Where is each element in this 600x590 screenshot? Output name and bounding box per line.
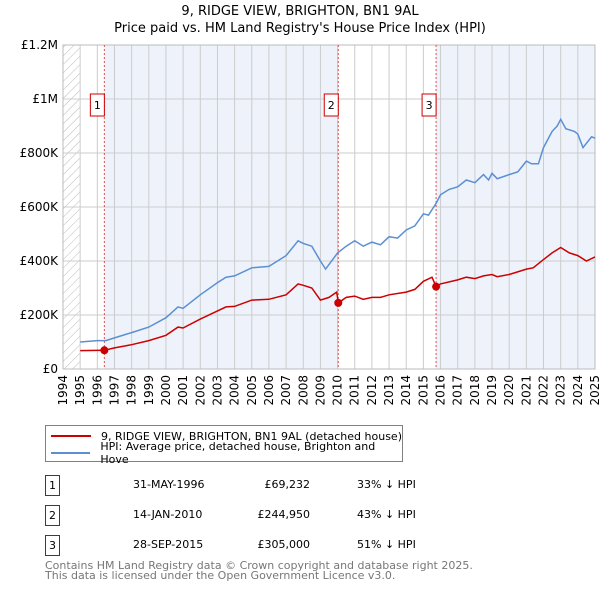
x-tick-label: 2015 bbox=[416, 375, 430, 406]
x-tick-label: 2012 bbox=[365, 375, 379, 406]
x-tick-label: 2008 bbox=[296, 375, 310, 406]
legend-swatch-hpi bbox=[51, 452, 91, 454]
sale-marker-label: 3 bbox=[45, 535, 60, 556]
x-tick-label: 2014 bbox=[399, 375, 413, 406]
sale-label: 2 bbox=[328, 99, 335, 112]
sale-marker-label: 2 bbox=[45, 505, 60, 526]
footer-licence: This data is licensed under the Open Gov… bbox=[45, 569, 396, 582]
sale-point bbox=[100, 346, 109, 355]
sale-label: 1 bbox=[94, 99, 101, 112]
sale-price: £244,950 bbox=[257, 508, 311, 521]
y-tick-label: £200K bbox=[20, 308, 60, 322]
x-tick-label: 2020 bbox=[502, 375, 516, 406]
y-tick-label: £1.2M bbox=[21, 38, 58, 52]
sale-marker-label: 1 bbox=[45, 475, 60, 496]
sale-hpi-diff: 43% ↓ HPI bbox=[357, 508, 416, 521]
x-tick-label: 2004 bbox=[228, 375, 242, 406]
x-tick-label: 2009 bbox=[313, 375, 327, 406]
legend-item-hpi: HPI: Average price, detached house, Brig… bbox=[46, 440, 402, 466]
legend: 9, RIDGE VIEW, BRIGHTON, BN1 9AL (detach… bbox=[45, 425, 403, 466]
plot-frame bbox=[62, 44, 596, 370]
sale-date: 31-MAY-1996 bbox=[133, 478, 205, 491]
sale-label-box bbox=[421, 93, 437, 117]
property-price-line bbox=[80, 246, 596, 352]
x-tick-label: 2005 bbox=[245, 375, 259, 406]
footer-copyright: Contains HM Land Registry data © Crown c… bbox=[45, 559, 473, 572]
legend-label-property: 9, RIDGE VIEW, BRIGHTON, BN1 9AL (detach… bbox=[101, 429, 402, 443]
x-tick-label: 2011 bbox=[348, 375, 362, 406]
chart-subtitle: Price paid vs. HM Land Registry's House … bbox=[114, 21, 486, 36]
x-tick-label: 1998 bbox=[125, 375, 139, 406]
x-tick-label: 1995 bbox=[73, 375, 87, 406]
x-tick-label: 2021 bbox=[519, 375, 533, 406]
x-tick-label: 1996 bbox=[90, 375, 104, 406]
sale-row: 3 28-SEP-2015 £305,000 51% ↓ HPI bbox=[45, 535, 445, 556]
x-tick-label: 2013 bbox=[382, 375, 396, 406]
sale-point bbox=[334, 298, 343, 307]
sale-row: 1 31-MAY-1996 £69,232 33% ↓ HPI bbox=[45, 475, 445, 496]
sale-label-box bbox=[323, 93, 339, 117]
sale-point bbox=[432, 282, 441, 291]
x-tick-label: 2019 bbox=[485, 375, 499, 406]
legend-label-hpi: HPI: Average price, detached house, Brig… bbox=[100, 440, 376, 466]
x-tick-label: 2016 bbox=[434, 375, 448, 406]
x-tick-label: 2022 bbox=[537, 375, 551, 406]
x-tick-label: 2002 bbox=[193, 375, 207, 406]
sale-price: £69,232 bbox=[264, 478, 311, 491]
x-tick-label: 1997 bbox=[107, 375, 121, 406]
x-tick-label: 2003 bbox=[210, 375, 224, 406]
sale-hpi-diff: 33% ↓ HPI bbox=[357, 478, 416, 491]
x-tick-label: 2018 bbox=[468, 375, 482, 406]
chart-title: 9, RIDGE VIEW, BRIGHTON, BN1 9AL bbox=[181, 4, 419, 19]
plot-area: 1994 1995 1996 1997 1998 1999 2000 2001 2002 2003… bbox=[20, 38, 600, 406]
y-tick-label: £800K bbox=[20, 146, 60, 160]
sale-date: 28-SEP-2015 bbox=[133, 538, 204, 551]
sale-label-box bbox=[89, 93, 105, 117]
sale-date: 14-JAN-2010 bbox=[133, 508, 203, 521]
sale-price: £305,000 bbox=[257, 538, 311, 551]
legend-swatch-property bbox=[51, 435, 91, 437]
x-tick-label: 1994 bbox=[56, 375, 70, 406]
x-tick-label: 2001 bbox=[176, 375, 190, 406]
y-tick-label: £0 bbox=[43, 362, 58, 376]
x-tick-label: 2010 bbox=[331, 375, 345, 406]
x-tick-label: 1999 bbox=[142, 375, 156, 406]
x-tick-label: 2025 bbox=[588, 375, 600, 406]
sale-hpi-diff: 51% ↓ HPI bbox=[357, 538, 416, 551]
sale-label: 3 bbox=[426, 99, 433, 112]
legend-item-property: 9, RIDGE VIEW, BRIGHTON, BN1 9AL (detach… bbox=[46, 428, 402, 444]
hpi-line bbox=[80, 117, 596, 343]
y-tick-label: £400K bbox=[20, 254, 60, 268]
x-tick-label: 2007 bbox=[279, 375, 293, 406]
y-tick-label: £1M bbox=[32, 92, 58, 106]
x-tick-label: 2024 bbox=[571, 375, 585, 406]
x-tick-label: 2006 bbox=[262, 375, 276, 406]
x-tick-label: 2000 bbox=[159, 375, 173, 406]
x-tick-label: 2023 bbox=[554, 375, 568, 406]
x-tick-label: 2017 bbox=[451, 375, 465, 406]
y-tick-label: £600K bbox=[20, 200, 60, 214]
sale-row: 2 14-JAN-2010 £244,950 43% ↓ HPI bbox=[45, 505, 445, 526]
